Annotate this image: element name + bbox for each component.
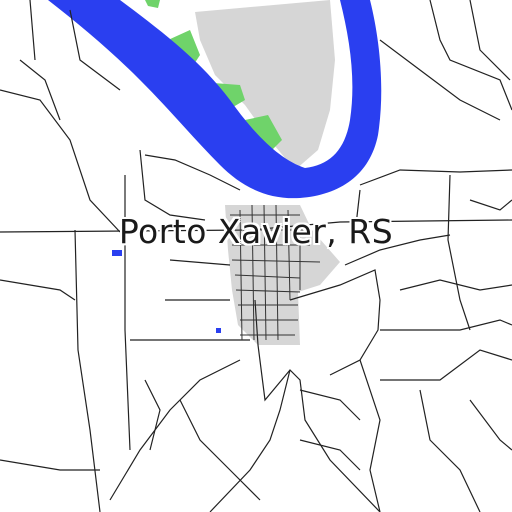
place-label: Porto Xavier, RS	[118, 212, 394, 251]
urban-area-island	[195, 0, 335, 170]
pond	[216, 328, 221, 333]
river	[48, 0, 382, 199]
vegetation-patch	[245, 115, 282, 152]
pond	[112, 250, 122, 256]
vegetation-patch	[145, 0, 160, 8]
town-street-grid	[230, 204, 321, 341]
